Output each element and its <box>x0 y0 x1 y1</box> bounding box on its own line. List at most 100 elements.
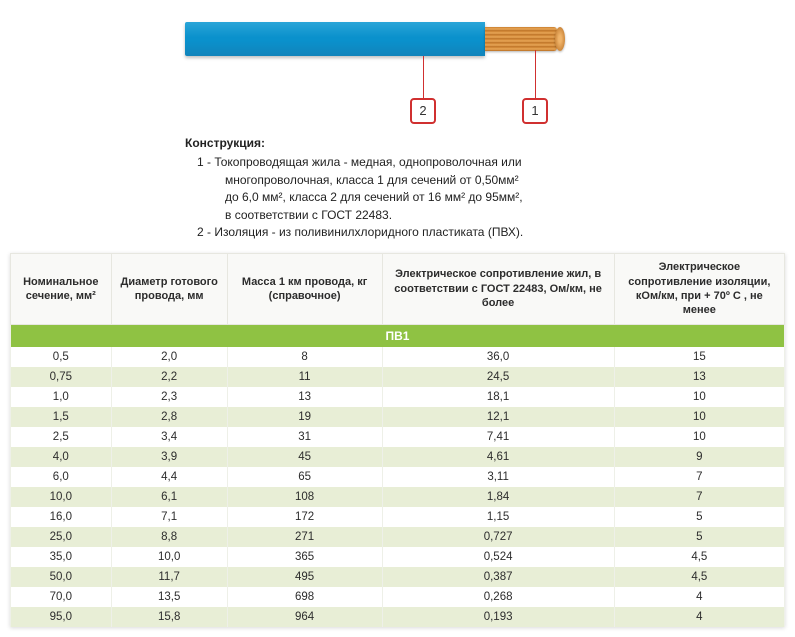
table-cell: 0,727 <box>382 527 614 547</box>
table-cell: 11,7 <box>111 567 227 587</box>
table-section-row: ПВ1 <box>11 324 785 347</box>
table-cell: 24,5 <box>382 367 614 387</box>
cable-insulation <box>185 22 485 56</box>
table-cell: 0,75 <box>11 367 112 387</box>
table-row: 95,015,89640,1934 <box>11 607 785 627</box>
table-cell: 10 <box>614 427 784 447</box>
table-row: 0,752,21124,513 <box>11 367 785 387</box>
table-cell: 1,5 <box>11 407 112 427</box>
table-cell: 9 <box>614 447 784 467</box>
table-cell: 698 <box>227 587 382 607</box>
cable-conductor <box>485 27 557 51</box>
table-cell: 0,387 <box>382 567 614 587</box>
table-cell: 6,1 <box>111 487 227 507</box>
legend-item-2: 2 - Изоляция - из поливинилхлоридного пл… <box>185 224 785 241</box>
cable-diagram: 2 1 <box>185 10 785 130</box>
legend-title: Конструкция: <box>185 135 785 152</box>
callout-box-1: 1 <box>522 98 548 124</box>
table-cell: 108 <box>227 487 382 507</box>
cable-conductor-end <box>555 27 565 51</box>
table-cell: 7 <box>614 487 784 507</box>
table-cell: 4,61 <box>382 447 614 467</box>
table-cell: 4 <box>614 607 784 627</box>
table-cell: 2,5 <box>11 427 112 447</box>
table-cell: 13,5 <box>111 587 227 607</box>
callout-line-2 <box>423 56 424 98</box>
table-cell: 3,9 <box>111 447 227 467</box>
table-cell: 10 <box>614 407 784 427</box>
table-cell: 4,4 <box>111 467 227 487</box>
table-cell: 45 <box>227 447 382 467</box>
table-cell: 10,0 <box>111 547 227 567</box>
table-cell: 50,0 <box>11 567 112 587</box>
table-row: 70,013,56980,2684 <box>11 587 785 607</box>
legend-item-1-line-1: 1 - Токопроводящая жила - медная, однопр… <box>185 154 785 171</box>
table-column-header: Масса 1 км провода, кг (справочное) <box>227 254 382 324</box>
spec-table-head: Номинальное сечение, мм²Диаметр готового… <box>11 254 785 324</box>
table-cell: 4,5 <box>614 567 784 587</box>
table-cell: 70,0 <box>11 587 112 607</box>
table-cell: 2,3 <box>111 387 227 407</box>
table-row: 10,06,11081,847 <box>11 487 785 507</box>
table-column-header: Диаметр готового провода, мм <box>111 254 227 324</box>
table-cell: 4,5 <box>614 547 784 567</box>
table-cell: 8,8 <box>111 527 227 547</box>
table-row: 16,07,11721,155 <box>11 507 785 527</box>
table-row: 2,53,4317,4110 <box>11 427 785 447</box>
table-cell: 19 <box>227 407 382 427</box>
table-cell: 13 <box>227 387 382 407</box>
table-cell: 10 <box>614 387 784 407</box>
table-cell: 3,4 <box>111 427 227 447</box>
table-column-header: Электрическое сопротивление жил, в соотв… <box>382 254 614 324</box>
table-row: 35,010,03650,5244,5 <box>11 547 785 567</box>
legend-item-1-line-2: многопроволочная, класса 1 для сечений о… <box>185 172 785 189</box>
legend-item-1-line-4: в соответствии с ГОСТ 22483. <box>185 207 785 224</box>
table-cell: 15,8 <box>111 607 227 627</box>
table-row: 0,52,0836,015 <box>11 347 785 367</box>
table-cell: 2,8 <box>111 407 227 427</box>
table-cell: 3,11 <box>382 467 614 487</box>
table-row: 1,02,31318,110 <box>11 387 785 407</box>
spec-table-body: ПВ10,52,0836,0150,752,21124,5131,02,3131… <box>11 324 785 627</box>
table-row: 6,04,4653,117 <box>11 467 785 487</box>
table-cell: 1,15 <box>382 507 614 527</box>
table-cell: 11 <box>227 367 382 387</box>
table-cell: 0,268 <box>382 587 614 607</box>
table-cell: 7 <box>614 467 784 487</box>
table-cell: 8 <box>227 347 382 367</box>
table-section-label: ПВ1 <box>11 324 785 347</box>
table-cell: 10,0 <box>11 487 112 507</box>
table-cell: 4,0 <box>11 447 112 467</box>
legend-item-1-line-3: до 6,0 мм², класса 2 для сечений от 16 м… <box>185 189 785 206</box>
table-cell: 365 <box>227 547 382 567</box>
table-cell: 1,84 <box>382 487 614 507</box>
table-cell: 16,0 <box>11 507 112 527</box>
table-cell: 15 <box>614 347 784 367</box>
table-cell: 495 <box>227 567 382 587</box>
table-cell: 35,0 <box>11 547 112 567</box>
table-cell: 1,0 <box>11 387 112 407</box>
table-row: 50,011,74950,3874,5 <box>11 567 785 587</box>
table-row: 1,52,81912,110 <box>11 407 785 427</box>
table-cell: 5 <box>614 527 784 547</box>
table-cell: 5 <box>614 507 784 527</box>
table-header-row: Номинальное сечение, мм²Диаметр готового… <box>11 254 785 324</box>
table-cell: 7,41 <box>382 427 614 447</box>
table-cell: 12,1 <box>382 407 614 427</box>
table-cell: 0,524 <box>382 547 614 567</box>
callout-line-1 <box>535 50 536 98</box>
table-cell: 31 <box>227 427 382 447</box>
table-cell: 65 <box>227 467 382 487</box>
table-cell: 25,0 <box>11 527 112 547</box>
table-cell: 6,0 <box>11 467 112 487</box>
table-cell: 0,193 <box>382 607 614 627</box>
table-cell: 4 <box>614 587 784 607</box>
table-row: 4,03,9454,619 <box>11 447 785 467</box>
table-cell: 964 <box>227 607 382 627</box>
table-cell: 36,0 <box>382 347 614 367</box>
table-row: 25,08,82710,7275 <box>11 527 785 547</box>
construction-legend: Конструкция: 1 - Токопроводящая жила - м… <box>185 135 785 241</box>
spec-table: Номинальное сечение, мм²Диаметр готового… <box>10 253 785 626</box>
table-cell: 0,5 <box>11 347 112 367</box>
table-cell: 172 <box>227 507 382 527</box>
